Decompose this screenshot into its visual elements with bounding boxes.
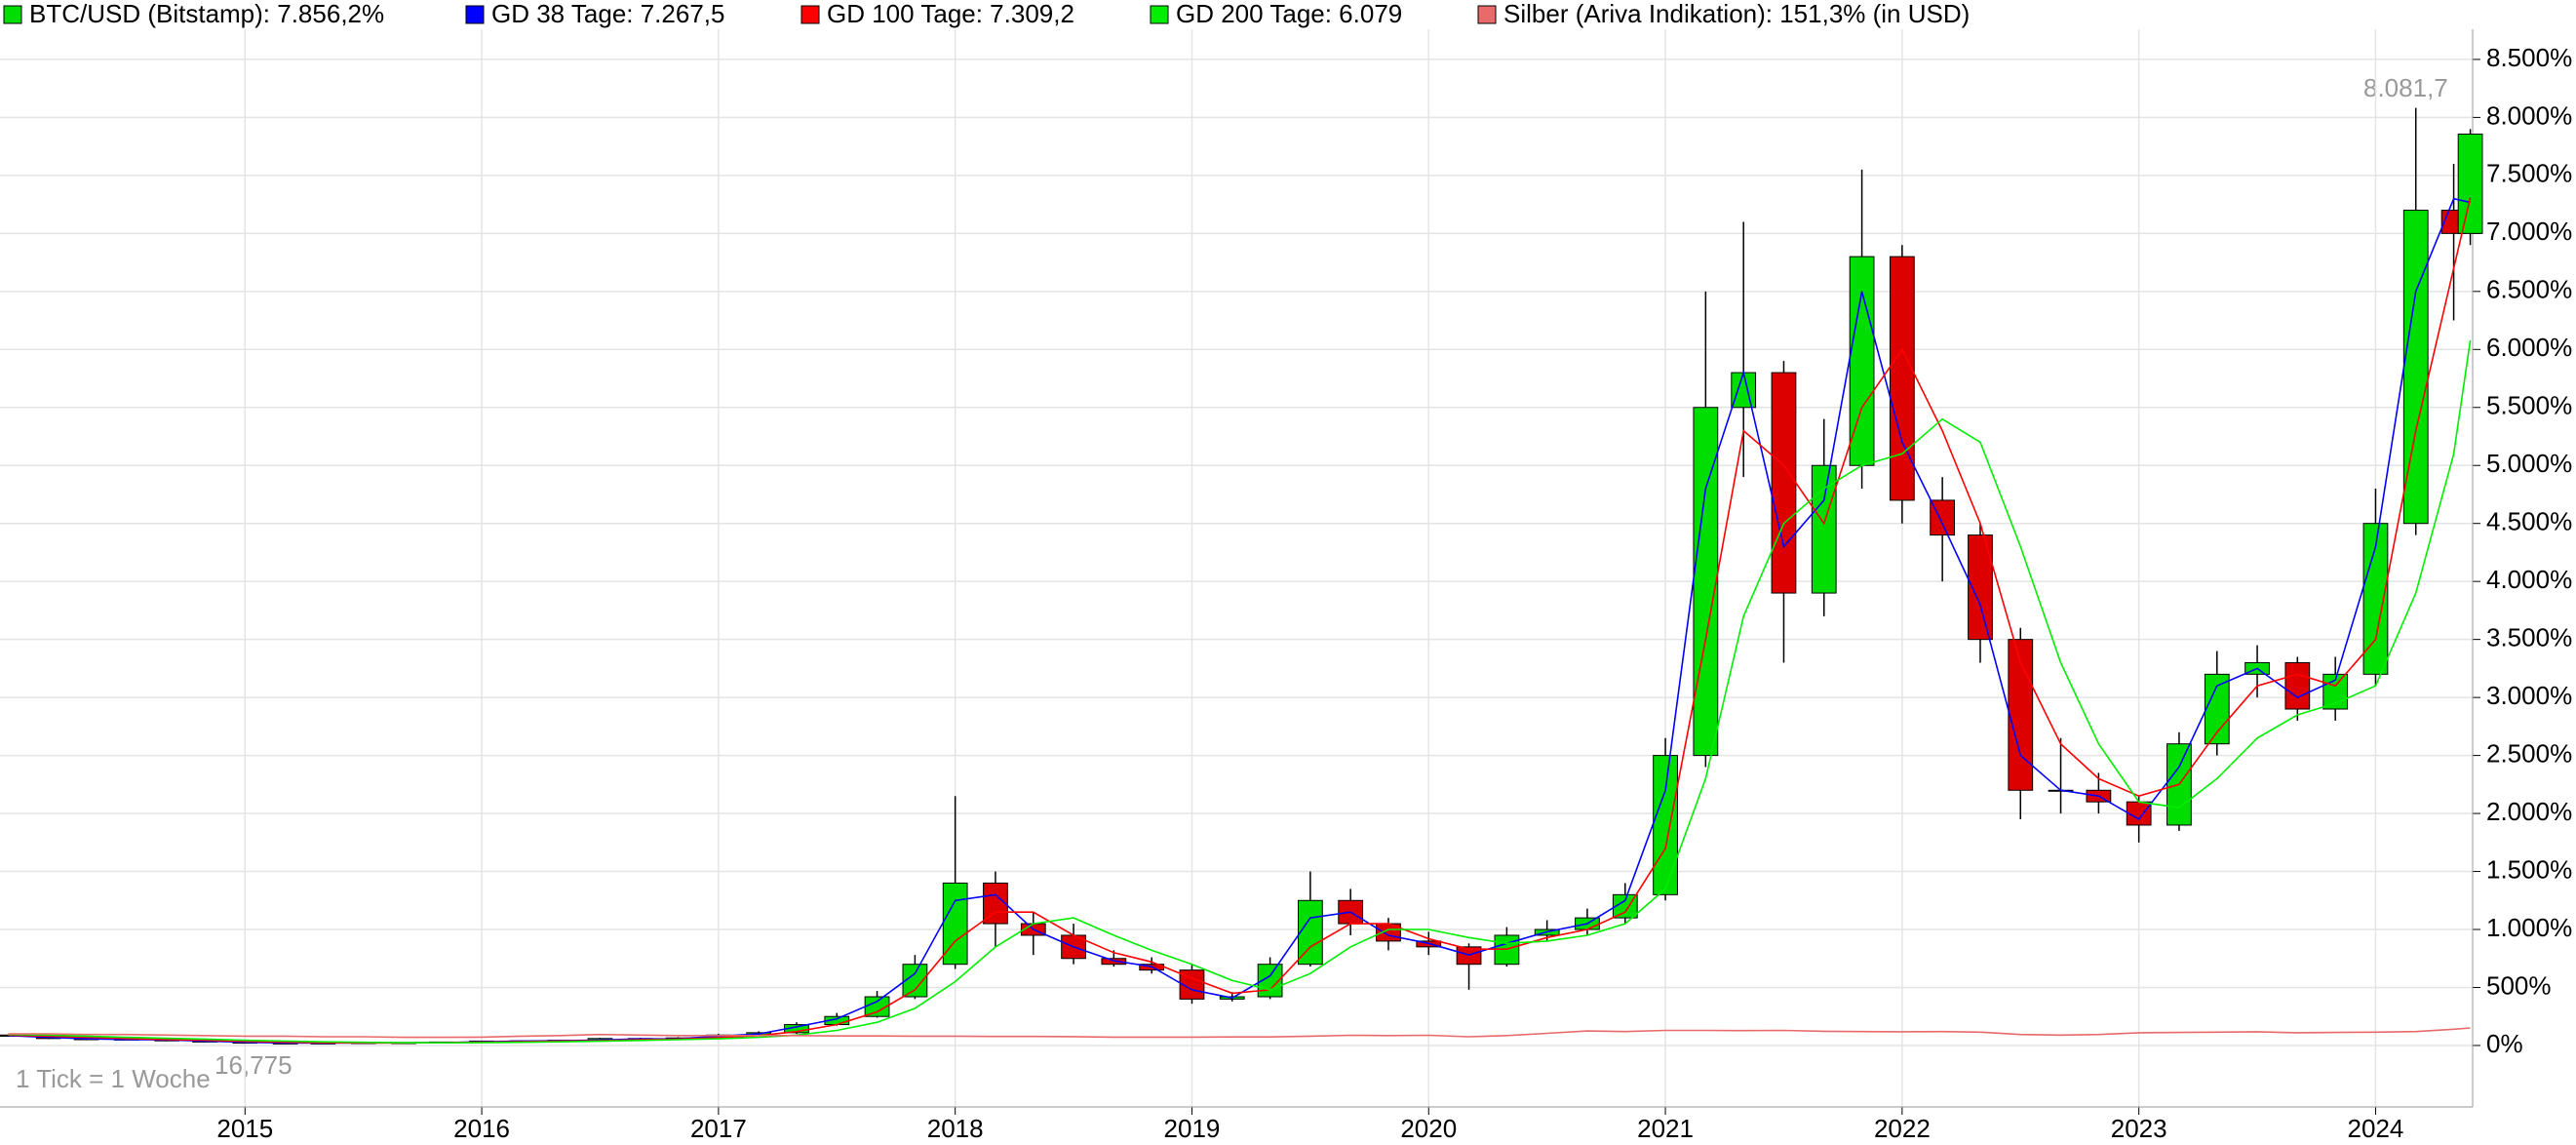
legend-label: GD 200 Tage: 6.079 — [1176, 0, 1402, 28]
legend-label: GD 100 Tage: 7.309,2 — [827, 0, 1074, 28]
y-tick-label: 7.000% — [2486, 217, 2572, 246]
x-tick-label: 2022 — [1874, 1114, 1931, 1143]
candle-body — [1693, 407, 1719, 757]
series-line — [8, 197, 2471, 1045]
x-tick-label: 2015 — [216, 1114, 273, 1143]
x-tick-label: 2021 — [1637, 1114, 1694, 1143]
low-annotation: 16,775 — [215, 1050, 293, 1080]
tick-note: 1 Tick = 1 Woche — [16, 1064, 211, 1093]
x-tick-label: 2024 — [2348, 1114, 2404, 1143]
y-tick-label: 7.500% — [2486, 159, 2572, 188]
candle-body — [2457, 134, 2483, 234]
y-tick-label: 500% — [2486, 970, 2552, 1000]
candle-body — [983, 882, 1008, 925]
x-tick-label: 2016 — [453, 1114, 510, 1143]
y-tick-label: 0% — [2486, 1029, 2523, 1058]
candle-body — [1811, 464, 1837, 594]
candle-body — [1771, 372, 1797, 594]
x-tick-label: 2017 — [690, 1114, 747, 1143]
y-tick-label: 5.500% — [2486, 391, 2572, 420]
y-tick-label: 6.000% — [2486, 333, 2572, 362]
y-tick-label: 8.500% — [2486, 43, 2572, 72]
legend-swatch — [800, 5, 820, 24]
legend-swatch — [465, 5, 485, 24]
legend-swatch — [1477, 5, 1497, 24]
y-tick-label: 5.000% — [2486, 449, 2572, 478]
series-line — [8, 1027, 2471, 1039]
candle-body — [1889, 256, 1915, 501]
y-tick-label: 1.000% — [2486, 913, 2572, 942]
y-tick-label: 4.000% — [2486, 565, 2572, 594]
y-tick-label: 4.500% — [2486, 507, 2572, 536]
y-tick-label: 6.500% — [2486, 275, 2572, 304]
series-line — [8, 339, 2472, 1044]
candle-body — [1297, 899, 1323, 966]
legend-swatch — [3, 5, 22, 24]
x-tick-label: 2023 — [2111, 1114, 2167, 1143]
y-tick-label: 2.500% — [2486, 738, 2572, 768]
legend-swatch — [1150, 5, 1169, 24]
candle-body — [1731, 372, 1757, 409]
candle-body — [2284, 661, 2311, 710]
y-tick-label: 8.000% — [2486, 100, 2572, 130]
peak-annotation: 8.081,7 — [2363, 73, 2448, 102]
candle-body — [1653, 755, 1678, 895]
candle-body — [1612, 893, 1638, 919]
y-tick-label: 2.000% — [2486, 797, 2572, 826]
x-tick-label: 2020 — [1400, 1114, 1457, 1143]
legend-label: GD 38 Tage: 7.267,5 — [491, 0, 724, 28]
series-line — [8, 197, 2472, 1045]
y-tick-label: 3.500% — [2486, 623, 2572, 652]
y-tick-label: 1.500% — [2486, 854, 2572, 884]
x-tick-label: 2018 — [927, 1114, 984, 1143]
x-tick-label: 2019 — [1164, 1114, 1221, 1143]
legend-label: BTC/USD (Bitstamp): 7.856,2% — [29, 0, 384, 28]
y-tick-label: 3.000% — [2486, 681, 2572, 710]
candle-body — [2008, 639, 2034, 791]
legend-label: Silber (Ariva Indikation): 151,3% (in US… — [1503, 0, 1970, 28]
